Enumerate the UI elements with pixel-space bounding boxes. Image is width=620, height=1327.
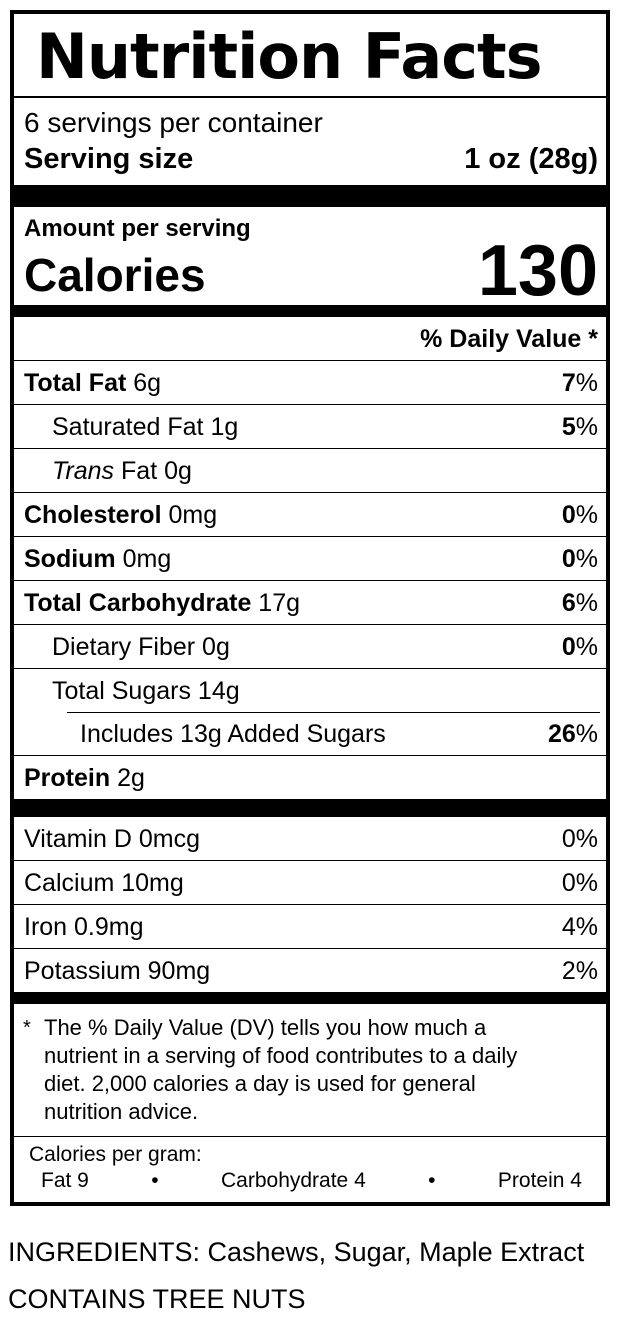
nutrient-row-added-sugars: Includes 13g Added Sugars 26% — [14, 712, 606, 756]
vitamin-dv: 4% — [561, 913, 598, 941]
calories-per-gram-row: Fat 9 • Carbohydrate 4 • Protein 4 — [14, 1167, 606, 1202]
ingredients-statement: INGREDIENTS: Cashews, Sugar, Maple Extra… — [8, 1237, 585, 1267]
nutrient-row-total-sugars: Total Sugars 14g — [14, 669, 606, 712]
cpg-fat: Fat 9 — [41, 1169, 89, 1192]
nutrient-row-trans-fat: Trans Fat 0g — [14, 449, 606, 493]
nutrient-amount: 0mg — [122, 545, 172, 573]
nutrient-name: Total Carbohydrate — [24, 589, 252, 617]
nutrient-row-saturated-fat: Saturated Fat 1g 5% — [14, 405, 606, 449]
calories-row: Calories 130 — [14, 231, 606, 311]
nutrient-name-italic: Trans — [52, 457, 115, 485]
section-divider-bar-thick — [14, 185, 606, 207]
nutrient-name: Fat — [121, 457, 158, 485]
nutrient-dv: 7% — [561, 369, 598, 397]
vitamin-name: Potassium 90mg — [24, 957, 211, 985]
nutrient-name: Sodium — [24, 545, 116, 573]
vitamin-dv: 2% — [561, 957, 598, 985]
calories-per-gram-heading: Calories per gram: — [29, 1143, 202, 1166]
cpg-carbohydrate: Carbohydrate 4 — [221, 1169, 366, 1192]
vitamin-row-iron: Iron 0.9mg 4% — [14, 905, 606, 949]
nutrient-amount: 2g — [117, 764, 145, 792]
nutrient-amount: 6g — [133, 369, 162, 397]
vitamin-name: Calcium 10mg — [24, 869, 184, 897]
label-title: Nutrition Facts — [14, 14, 606, 98]
nutrient-dv: 5% — [561, 413, 598, 441]
serving-size-label: Serving size — [24, 143, 194, 175]
nutrient-dv: 0% — [561, 633, 598, 661]
nutrient-dv: 0% — [561, 545, 598, 573]
nutrient-row-cholesterol: Cholesterol 0mg 0% — [14, 493, 606, 537]
nutrient-row-total-fat: Total Fat 6g 7% — [14, 361, 606, 405]
amount-per-serving: Amount per serving — [24, 215, 251, 242]
serving-size-value: 1 oz (28g) — [464, 143, 598, 175]
section-divider-bar-medium — [14, 305, 606, 317]
nutrient-row-sodium: Sodium 0mg 0% — [14, 537, 606, 581]
bullet-separator: • — [428, 1169, 436, 1192]
section-divider-bar-medium — [14, 992, 606, 1004]
vitamin-row-vitamin-d: Vitamin D 0mcg 0% — [14, 817, 606, 861]
vitamin-row-potassium: Potassium 90mg 2% — [14, 949, 606, 992]
nutrient-name: Protein — [24, 764, 111, 792]
footnote-asterisk: * — [23, 1017, 31, 1039]
nutrient-name: Includes 13g Added Sugars — [80, 720, 386, 748]
nutrient-amount: 1g — [210, 413, 239, 441]
vitamin-name: Vitamin D 0mcg — [24, 825, 200, 853]
nutrient-name: Dietary Fiber — [52, 633, 196, 661]
section-divider-bar-medium — [14, 799, 606, 817]
nutrient-name: Cholesterol — [24, 501, 162, 529]
cpg-protein: Protein 4 — [497, 1169, 582, 1192]
nutrient-name: Saturated Fat — [52, 413, 204, 441]
nutrient-row-dietary-fiber: Dietary Fiber 0g 0% — [14, 625, 606, 669]
nutrient-dv: 0% — [561, 501, 598, 529]
nutrient-dv: 6% — [561, 589, 598, 617]
servings-per-container: 6 servings per container — [24, 107, 323, 138]
calories-label: Calories — [24, 249, 206, 301]
vitamin-name: Iron 0.9mg — [24, 913, 144, 941]
vitamin-dv: 0% — [561, 825, 598, 853]
nutrient-name: Total Sugars — [52, 677, 191, 705]
nutrient-amount: 0g — [202, 633, 230, 661]
calories-value: 130 — [477, 231, 598, 311]
nutrient-amount: 0g — [164, 457, 192, 485]
allergen-statement: CONTAINS TREE NUTS — [8, 1284, 306, 1314]
nutrient-amount: 0mg — [168, 501, 218, 529]
nutrient-dv: 26% — [547, 720, 598, 748]
nutrient-amount: 14g — [197, 677, 240, 705]
nutrient-row-total-carbohydrate: Total Carbohydrate 17g 6% — [14, 581, 606, 625]
nutrient-row-protein: Protein 2g — [14, 756, 606, 799]
vitamin-row-calcium: Calcium 10mg 0% — [14, 861, 606, 905]
daily-value-footnote: * The % Daily Value (DV) tells you how m… — [14, 1004, 606, 1137]
nutrition-facts-label: Nutrition Facts 6 servings per container… — [10, 10, 610, 1206]
nutrient-amount: 17g — [258, 589, 301, 617]
serving-size-row: Serving size 1 oz (28g) — [14, 139, 606, 185]
vitamin-dv: 0% — [561, 869, 598, 897]
nutrient-name: Total Fat — [24, 369, 127, 397]
bullet-separator: • — [151, 1169, 159, 1192]
footnote-text: The % Daily Value (DV) tells you how muc… — [44, 1015, 518, 1124]
daily-value-header: % Daily Value * — [14, 317, 606, 361]
